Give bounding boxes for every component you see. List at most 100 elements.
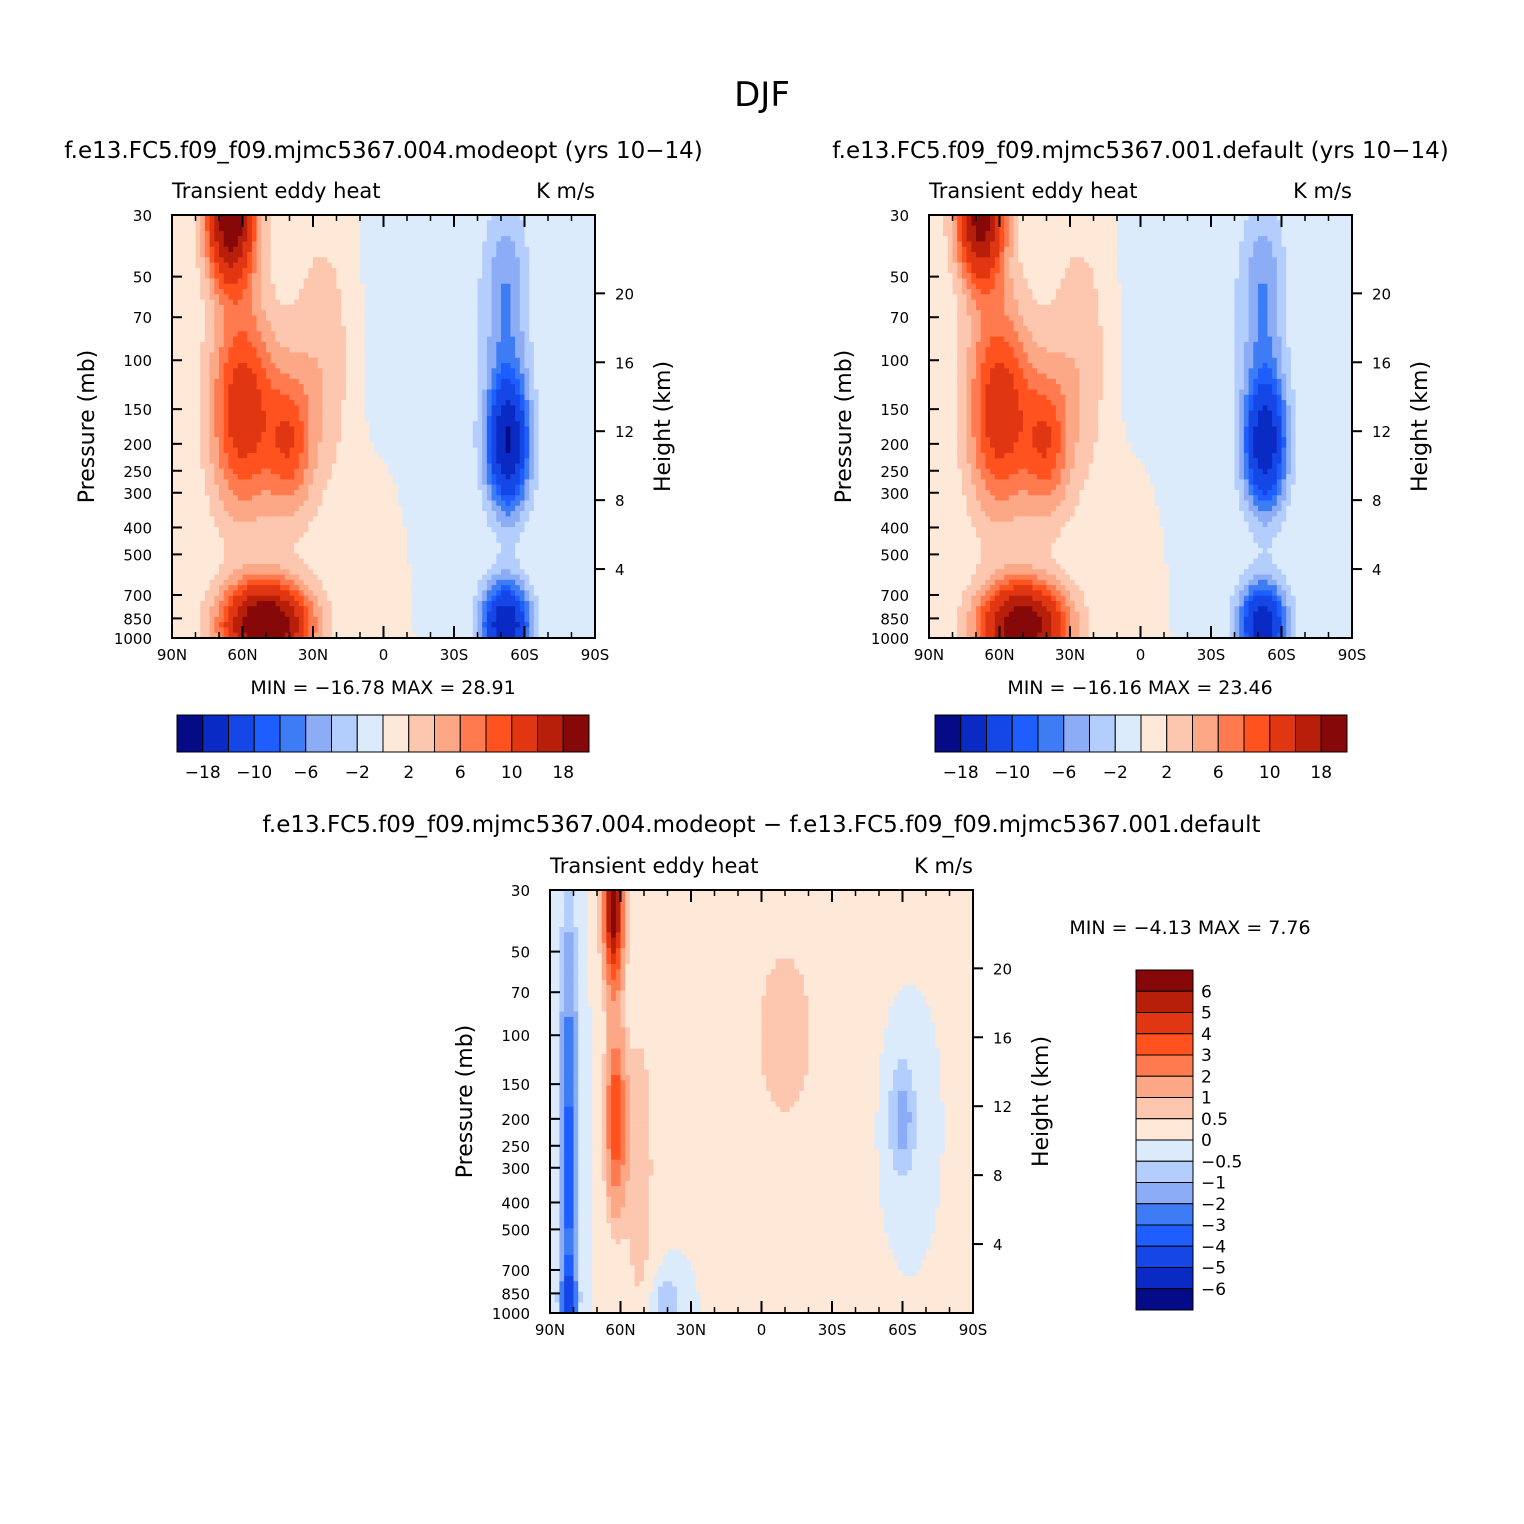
heatmap-cell [266, 268, 271, 274]
heatmap-cell [492, 389, 497, 395]
heatmap-cell [186, 273, 191, 279]
heatmap-cell [214, 405, 219, 411]
heatmap-cell [280, 289, 285, 295]
heatmap-cell [576, 405, 581, 411]
heatmap-cell [388, 479, 393, 485]
heatmap-cell [515, 352, 520, 358]
heatmap-cell [543, 273, 548, 279]
heatmap-cell [586, 289, 591, 295]
heatmap-cell [581, 305, 586, 311]
heatmap-cell [247, 294, 252, 300]
heatmap-cell [426, 453, 431, 459]
heatmap-cell [351, 405, 356, 411]
heatmap-cell [313, 315, 318, 321]
heatmap-cell [384, 284, 389, 290]
heatmap-cell [398, 458, 403, 464]
heatmap-cell [308, 411, 313, 417]
heatmap-cell [407, 485, 412, 491]
heatmap-cell [285, 495, 290, 501]
heatmap-cell [369, 226, 374, 232]
heatmap-cell [304, 331, 309, 337]
heatmap-cell [440, 220, 445, 226]
heatmap-cell [355, 289, 360, 295]
heatmap-cell [280, 342, 285, 348]
heatmap-cell [177, 448, 182, 454]
heatmap-cell [388, 331, 393, 337]
heatmap-cell [219, 363, 224, 369]
heatmap-cell [482, 331, 487, 337]
heatmap-cell [548, 358, 553, 364]
heatmap-cell [228, 416, 233, 422]
heatmap-cell [426, 331, 431, 337]
heatmap-cell [247, 368, 252, 374]
heatmap-cell [431, 305, 436, 311]
heatmap-cell [290, 384, 295, 390]
heatmap-cell [445, 326, 450, 332]
heatmap-cell [313, 289, 318, 295]
heatmap-cell [482, 490, 487, 496]
heatmap-cell [501, 469, 506, 475]
heatmap-cell [271, 315, 276, 321]
heatmap-cell [463, 236, 468, 242]
heatmap-cell [539, 263, 544, 269]
heatmap-cell [581, 347, 586, 353]
heatmap-cell [412, 358, 417, 364]
heatmap-cell [191, 358, 196, 364]
heatmap-cell [351, 506, 356, 512]
heatmap-cell [219, 442, 224, 448]
heatmap-cell [280, 231, 285, 237]
heatmap-cell [285, 347, 290, 353]
heatmap-cell [299, 368, 304, 374]
heatmap-cell [294, 400, 299, 406]
heatmap-cell [510, 226, 515, 232]
heatmap-cell [275, 278, 280, 284]
heatmap-cell [445, 241, 450, 247]
heatmap-cell [261, 263, 266, 269]
heatmap-cell [435, 263, 440, 269]
heatmap-cell [299, 252, 304, 258]
heatmap-cell [539, 495, 544, 501]
heatmap-cell [463, 442, 468, 448]
heatmap-cell [233, 389, 238, 395]
heatmap-cell [299, 405, 304, 411]
heatmap-cell [562, 278, 567, 284]
heatmap-cell [191, 289, 196, 295]
heatmap-cell [539, 358, 544, 364]
heatmap-cell [238, 273, 243, 279]
heatmap-cell [365, 389, 370, 395]
heatmap-cell [332, 263, 337, 269]
heatmap-cell [191, 448, 196, 454]
heatmap-cell [360, 495, 365, 501]
heatmap-cell [543, 458, 548, 464]
heatmap-cell [379, 469, 384, 475]
heatmap-cell [346, 273, 351, 279]
heatmap-cell [355, 226, 360, 232]
heatmap-cell [520, 453, 525, 459]
heatmap-cell [529, 411, 534, 417]
heatmap-cell [402, 247, 407, 253]
heatmap-cell [496, 427, 501, 433]
heatmap-cell [407, 374, 412, 380]
heatmap-cell [435, 427, 440, 433]
heatmap-cell [567, 416, 572, 422]
heatmap-cell [402, 252, 407, 258]
heatmap-cell [482, 421, 487, 427]
heatmap-cell [196, 384, 201, 390]
heatmap-cell [243, 263, 248, 269]
heatmap-cell [402, 495, 407, 501]
heatmap-cell [369, 310, 374, 316]
heatmap-cell [275, 220, 280, 226]
heatmap-cell [360, 464, 365, 470]
heatmap-cell [562, 437, 567, 443]
heatmap-cell [191, 321, 196, 327]
heatmap-cell [506, 485, 511, 491]
heatmap-cell [257, 411, 262, 417]
heatmap-cell [567, 252, 572, 258]
heatmap-cell [308, 358, 313, 364]
heatmap-cell [407, 358, 412, 364]
heatmap-cell [285, 226, 290, 232]
heatmap-cell [473, 300, 478, 306]
heatmap-cell [271, 384, 276, 390]
heatmap-cell [327, 273, 332, 279]
heatmap-cell [572, 442, 577, 448]
